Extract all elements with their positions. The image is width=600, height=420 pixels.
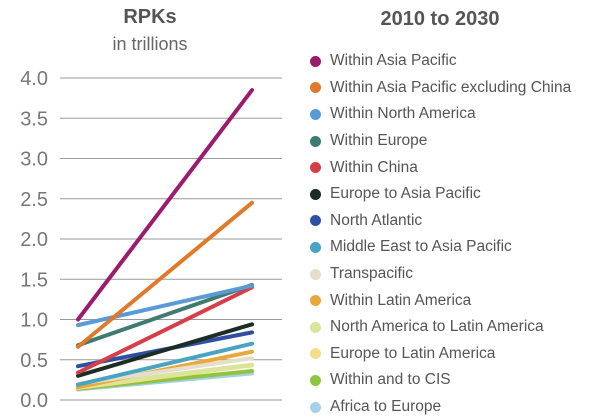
legend-item: Transpacific xyxy=(310,261,571,288)
legend-item: Europe to Latin America xyxy=(310,341,571,368)
legend-item: Middle East to Asia Pacific xyxy=(310,234,571,261)
y-tick-label: 3.0 xyxy=(20,149,48,171)
legend-item: Within Europe xyxy=(310,128,571,155)
legend-item: Europe to Asia Pacific xyxy=(310,181,571,208)
series-line-within-north-america xyxy=(76,283,254,328)
y-tick-label: 1.0 xyxy=(20,310,48,332)
y-tick-labels: 0.0 0.5 1.0 1.5 2.0 2.5 3.0 3.5 4.0 xyxy=(20,68,48,412)
legend-label: North Atlantic xyxy=(330,211,423,229)
legend-item: Within Asia Pacific excluding China xyxy=(310,75,571,102)
legend-label: Within Europe xyxy=(330,132,428,150)
legend-label: Within North America xyxy=(330,105,476,123)
legend-item: North America to Latin America xyxy=(310,314,571,341)
legend-marker xyxy=(310,108,321,120)
legend-label: Within Asia Pacific xyxy=(330,52,457,70)
legend-marker xyxy=(310,321,321,333)
y-tick-label: 1.5 xyxy=(20,269,48,291)
y-axis-subtitle: in trillions xyxy=(112,34,188,54)
legend-item: Within North America xyxy=(310,101,571,128)
legend-label: Transpacific xyxy=(330,265,413,283)
legend-item: Africa to Europe xyxy=(310,394,571,420)
legend-label: Africa to Europe xyxy=(330,398,442,416)
legend-marker xyxy=(310,162,321,174)
legend-marker xyxy=(310,401,321,413)
legend-marker xyxy=(310,268,321,280)
legend-marker xyxy=(310,82,321,94)
legend-marker xyxy=(310,188,321,200)
legend-label: Within and to CIS xyxy=(330,371,451,389)
y-tick-label: 4.0 xyxy=(20,68,48,90)
legend-marker xyxy=(310,295,321,307)
legend-item: Within Latin America xyxy=(310,287,571,314)
legend-label: Europe to Latin America xyxy=(330,344,496,362)
series-lines xyxy=(76,88,254,392)
legend-marker xyxy=(310,374,321,386)
legend-label: Within Asia Pacific excluding China xyxy=(330,78,572,96)
y-tick-label: 3.5 xyxy=(20,108,48,130)
series-line-europe-to-asia-pacific xyxy=(76,322,254,378)
legend-label: Within China xyxy=(330,158,418,176)
series-line-within-asia-pacific-excluding-china xyxy=(76,200,254,349)
y-tick-label: 2.0 xyxy=(20,229,48,251)
legend-item: Within China xyxy=(310,154,571,181)
series-line-within-europe xyxy=(76,282,254,348)
legend-item: Within Asia Pacific xyxy=(310,48,571,75)
legend-label: Middle East to Asia Pacific xyxy=(330,238,512,256)
legend-marker xyxy=(310,348,321,360)
legend: Within Asia Pacific Within Asia Pacific e… xyxy=(310,48,571,420)
legend-marker xyxy=(310,135,321,147)
y-tick-label: 2.5 xyxy=(20,189,48,211)
y-axis-title: RPKs xyxy=(123,6,177,28)
chart-title: 2010 to 2030 xyxy=(380,8,500,30)
legend-item: North Atlantic xyxy=(310,208,571,235)
y-tick-label: 0.5 xyxy=(20,350,48,372)
legend-marker xyxy=(310,215,321,227)
legend-label: Within Latin America xyxy=(330,291,472,309)
series-line-within-china xyxy=(76,285,254,375)
legend-marker xyxy=(310,55,321,67)
series-line-middle-east-to-asia-pacific xyxy=(76,341,254,387)
legend-item: Within and to CIS xyxy=(310,367,571,394)
y-tick-label: 0.0 xyxy=(20,390,48,412)
legend-label: Europe to Asia Pacific xyxy=(330,185,481,203)
legend-marker xyxy=(310,241,321,253)
legend-label: North America to Latin America xyxy=(330,318,544,336)
series-line-within-asia-pacific xyxy=(76,88,254,322)
